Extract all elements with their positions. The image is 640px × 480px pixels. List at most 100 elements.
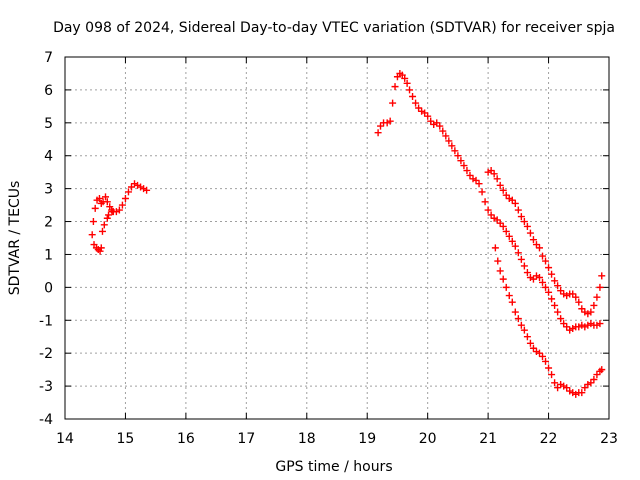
data-point <box>89 218 97 226</box>
data-point <box>490 170 498 178</box>
axis-ticks <box>64 56 610 420</box>
x-tick-label: 16 <box>177 431 195 447</box>
data-point <box>499 186 507 194</box>
data-point <box>95 195 103 203</box>
data-point <box>460 162 468 170</box>
y-tick-label: 1 <box>44 247 53 263</box>
data-point <box>105 211 113 219</box>
x-tick-label: 17 <box>237 431 255 447</box>
data-point <box>451 147 459 155</box>
data-point <box>598 272 606 280</box>
data-point <box>98 227 106 235</box>
data-point <box>389 99 397 107</box>
data-point <box>406 86 414 94</box>
data-point <box>391 83 399 91</box>
y-tick-label: 4 <box>44 149 53 165</box>
data-point <box>448 142 456 150</box>
data-point <box>517 321 525 329</box>
plot-frame <box>64 56 610 420</box>
data-point <box>103 198 111 206</box>
data-point <box>517 255 525 263</box>
data-point <box>593 293 601 301</box>
data-point <box>502 283 510 291</box>
chart-title: Day 098 of 2024, Sidereal Day-to-day VTE… <box>53 20 615 36</box>
x-tick-label: 18 <box>298 431 316 447</box>
x-axis-label: GPS time / hours <box>275 459 392 475</box>
data-point <box>511 242 519 250</box>
data-point <box>412 99 420 107</box>
data-point <box>542 357 550 365</box>
data-point <box>529 236 537 244</box>
y-tick-label: 5 <box>44 116 53 132</box>
data-point <box>505 232 513 240</box>
data-point <box>551 277 559 285</box>
data-point <box>539 352 547 360</box>
data-point <box>109 208 117 216</box>
x-tick-label: 21 <box>479 431 497 447</box>
y-tick-label: 6 <box>44 83 53 99</box>
data-point <box>143 186 151 194</box>
data-point <box>545 364 553 372</box>
series-arc-4 <box>484 167 606 318</box>
data-point <box>386 117 394 125</box>
data-marks <box>88 69 606 398</box>
x-tick-label: 15 <box>117 431 135 447</box>
data-point <box>523 333 531 341</box>
data-point <box>514 249 522 257</box>
data-point <box>493 175 501 183</box>
series-arc-1 <box>88 180 151 255</box>
y-tick-label: -3 <box>39 379 53 395</box>
data-point <box>481 198 489 206</box>
data-point <box>499 275 507 283</box>
data-point <box>554 282 562 290</box>
y-tick-label: -2 <box>39 346 53 362</box>
data-point <box>442 132 450 140</box>
data-point <box>475 180 483 188</box>
y-tick-label: 0 <box>44 280 53 296</box>
data-point <box>115 206 123 214</box>
data-point <box>491 244 499 252</box>
data-point <box>575 298 583 306</box>
data-point <box>551 301 559 309</box>
y-tick-label: -1 <box>39 313 53 329</box>
data-point <box>508 298 516 306</box>
data-point <box>88 231 96 239</box>
data-point <box>424 112 432 120</box>
data-point <box>454 152 462 160</box>
data-point <box>578 389 586 397</box>
data-point <box>587 308 595 316</box>
data-point <box>439 127 447 135</box>
data-point <box>96 247 104 255</box>
data-point <box>548 371 556 379</box>
data-point <box>517 213 525 221</box>
data-point <box>596 320 604 328</box>
data-point <box>542 257 550 265</box>
y-axis-label: SDTVAR / TECUs <box>7 181 23 296</box>
data-point <box>590 376 598 384</box>
data-point <box>101 193 109 201</box>
data-point <box>511 199 519 207</box>
data-point <box>535 244 543 252</box>
data-point <box>590 301 598 309</box>
data-point <box>548 270 556 278</box>
data-point <box>403 79 411 87</box>
data-point <box>596 283 604 291</box>
data-point <box>520 326 528 334</box>
data-point <box>478 188 486 196</box>
series-arc-3 <box>374 69 604 334</box>
x-tick-labels: 14 15 16 17 18 19 20 21 22 23 <box>56 431 618 447</box>
data-point <box>508 237 516 245</box>
series-arc-2 <box>89 193 117 226</box>
grid <box>65 57 609 419</box>
data-point <box>484 206 492 214</box>
data-point <box>520 218 528 226</box>
data-point <box>463 167 471 175</box>
data-point <box>121 195 129 203</box>
data-point <box>445 137 453 145</box>
data-point <box>554 308 562 316</box>
data-point <box>539 278 547 286</box>
data-point <box>539 252 547 260</box>
data-point <box>545 264 553 272</box>
data-point <box>496 181 504 189</box>
x-tick-label: 23 <box>600 431 618 447</box>
